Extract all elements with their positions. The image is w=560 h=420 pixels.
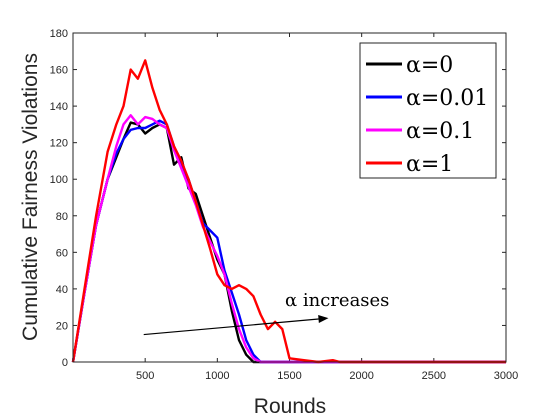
y-tick-label: 80 (56, 211, 68, 223)
series-line-2 (71, 114, 506, 364)
y-tick-label: 40 (56, 284, 68, 296)
legend-label: α=0.1 (406, 119, 474, 144)
annotation-arrowhead (318, 315, 329, 324)
y-axis-label: Cumulative Fairness Violations (19, 53, 42, 341)
y-tick-label: 100 (50, 174, 68, 186)
legend-label: α=1 (406, 152, 453, 177)
x-tick-label: 1000 (205, 370, 229, 382)
y-axis-ticks: 0 20 40 60 80 100 120 140 160 180 (50, 28, 506, 369)
y-tick-label: 0 (62, 357, 68, 369)
series-line-3 (71, 59, 506, 364)
x-tick-label: 1500 (277, 370, 301, 382)
annotation-label: α increases (285, 290, 389, 311)
y-tick-label: 180 (50, 28, 68, 40)
y-tick-label: 60 (56, 247, 68, 259)
series-lines (71, 59, 506, 364)
y-tick-label: 160 (50, 65, 68, 77)
x-tick-label: 2000 (349, 370, 373, 382)
legend-label: α=0 (406, 53, 453, 78)
x-axis-label: Rounds (254, 395, 326, 418)
x-tick-label: 500 (136, 370, 154, 382)
annotation: α increases (143, 290, 389, 336)
x-tick-label: 3000 (494, 370, 518, 382)
x-axis-ticks: 500 1000 1500 2000 2500 3000 (136, 33, 518, 382)
legend: α=0 α=0.01 α=0.1 α=1 (359, 42, 497, 179)
x-tick-label: 2500 (422, 370, 446, 382)
annotation-arrow (143, 318, 319, 336)
y-tick-label: 120 (50, 138, 68, 150)
legend-label: α=0.01 (406, 86, 488, 111)
y-tick-label: 20 (56, 320, 68, 332)
plot-frame (72, 32, 507, 363)
y-tick-label: 140 (50, 101, 68, 113)
